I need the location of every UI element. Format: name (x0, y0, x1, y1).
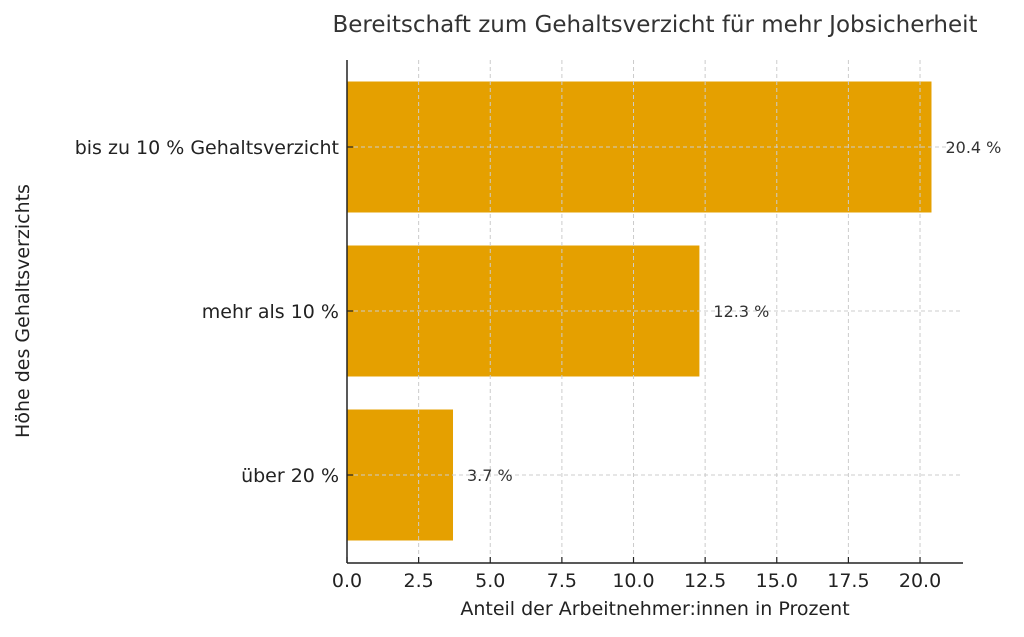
data-label: 20.4 % (945, 138, 1001, 157)
x-tick-label: 20.0 (899, 570, 941, 592)
y-tick-label: bis zu 10 % Gehaltsverzicht (75, 137, 339, 159)
y-tick-label: mehr als 10 % (202, 301, 339, 323)
x-tick-label: 15.0 (756, 570, 798, 592)
data-label: 3.7 % (467, 466, 513, 485)
y-tick-label: über 20 % (241, 465, 339, 487)
x-tick-label: 7.5 (547, 570, 577, 592)
x-tick-label: 10.0 (612, 570, 654, 592)
x-tick-label: 5.0 (475, 570, 505, 592)
x-axis-label: Anteil der Arbeitnehmer:innen in Prozent (460, 598, 849, 620)
bar (347, 81, 932, 213)
data-label: 12.3 % (713, 302, 769, 321)
x-tick-label: 12.5 (684, 570, 726, 592)
x-tick-label: 2.5 (404, 570, 434, 592)
x-tick-label: 0.0 (332, 570, 362, 592)
x-tick-label: 17.5 (827, 570, 869, 592)
chart-title: Bereitschaft zum Gehaltsverzicht für meh… (332, 12, 977, 38)
y-axis-label: Höhe des Gehaltsverzichts (12, 184, 34, 438)
